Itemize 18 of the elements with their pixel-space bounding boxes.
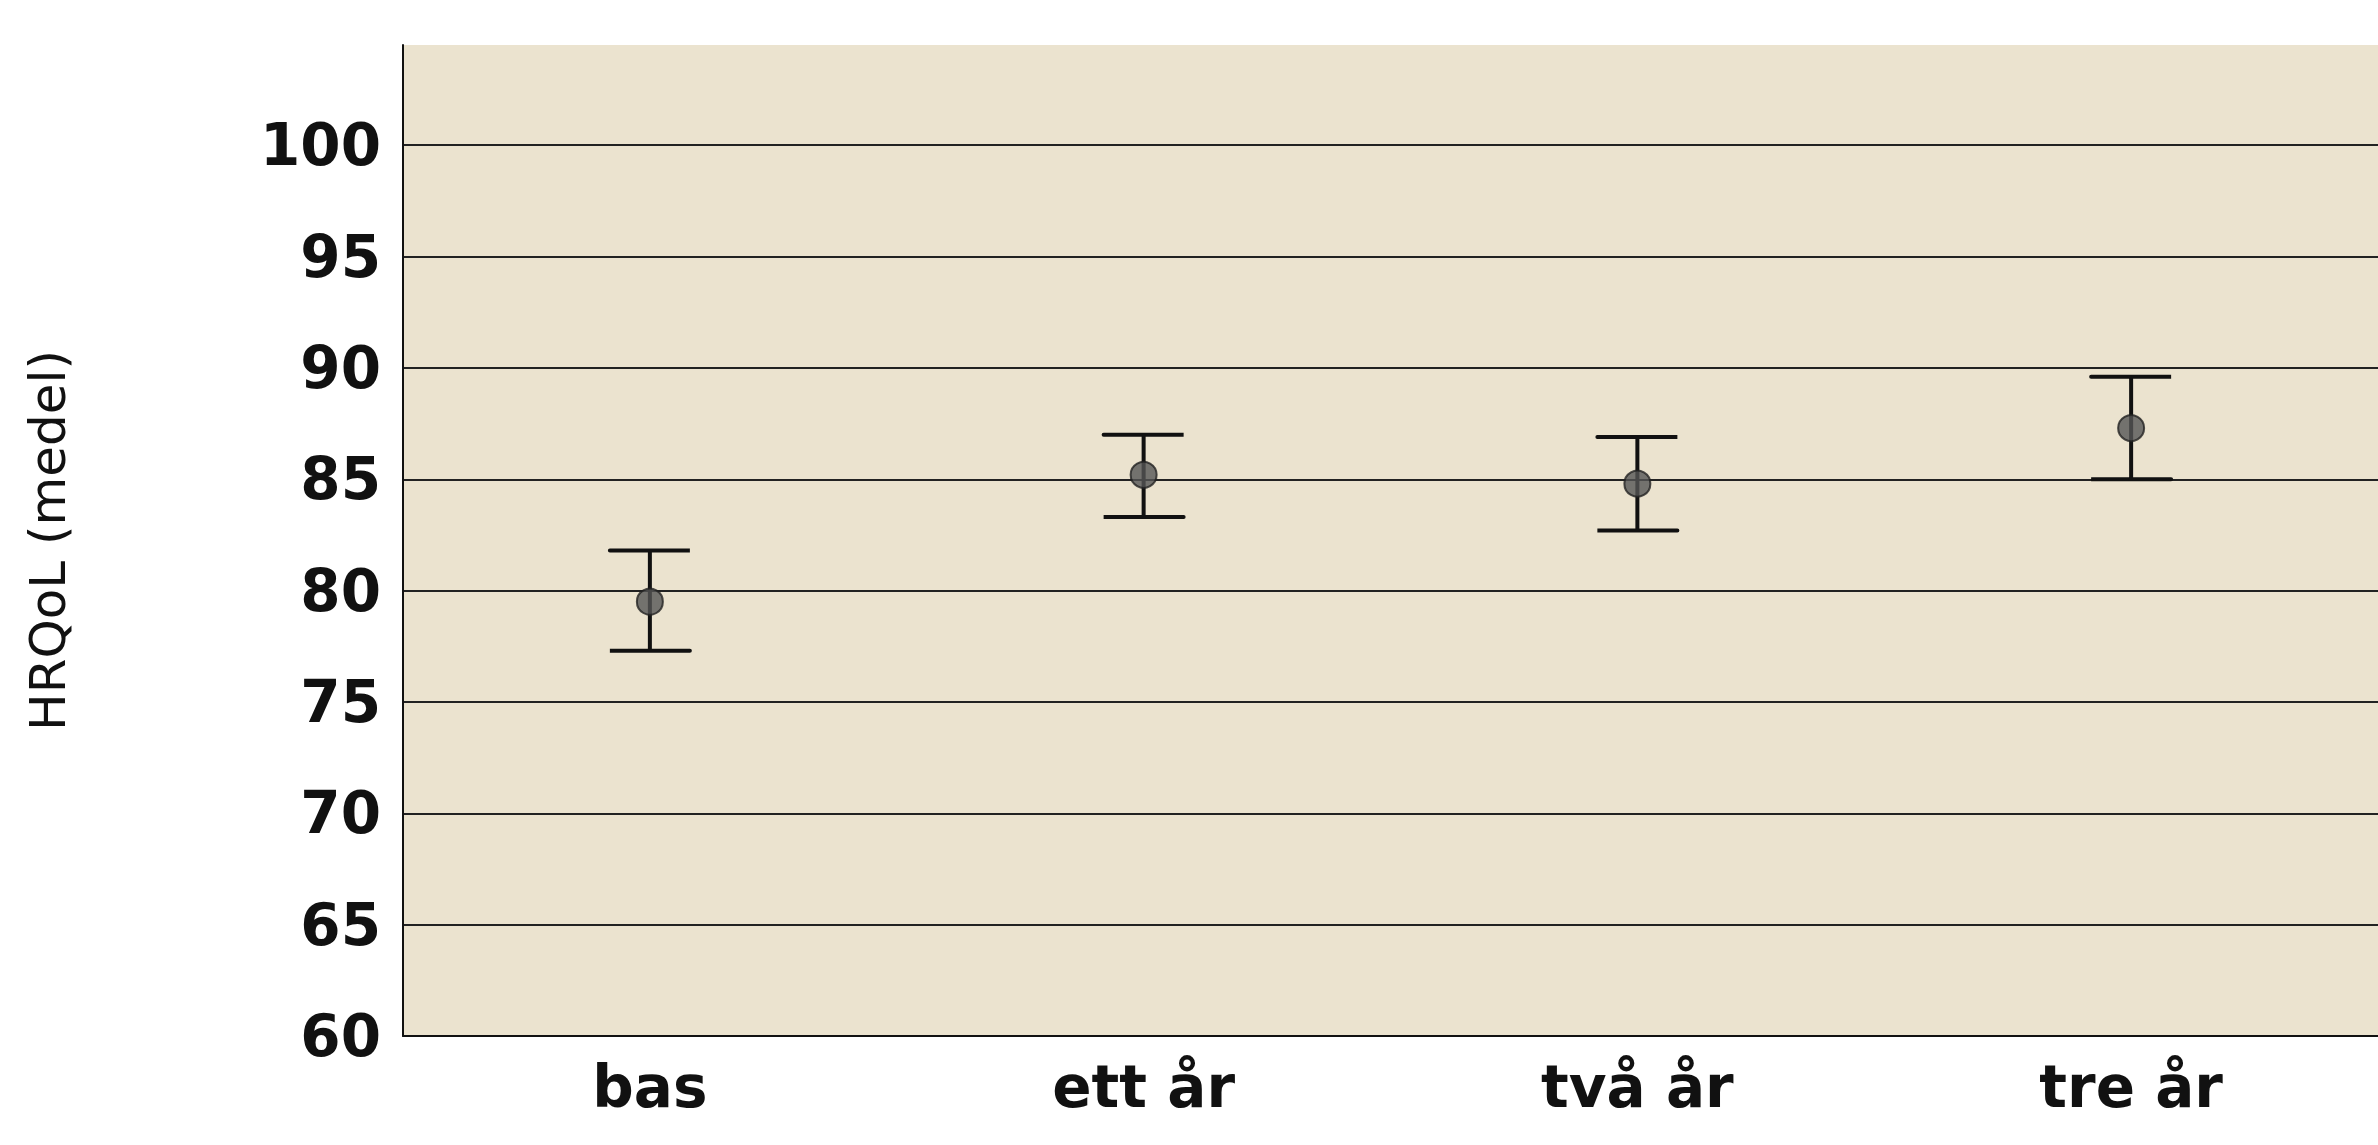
x-tick-label: ett år [1052, 1053, 1236, 1121]
y-tick-label: 100 [259, 111, 381, 180]
y-tick-label: 80 [300, 556, 381, 625]
y-tick-label: 70 [300, 779, 381, 848]
y-tick-label: 60 [300, 1002, 381, 1070]
x-tick-label: bas [592, 1053, 708, 1121]
x-tick-label: tre år [2039, 1053, 2224, 1121]
y-axis-title: HRQoL (medel) [19, 350, 77, 731]
y-tick-label: 90 [300, 333, 381, 402]
x-tick-label: två år [1541, 1053, 1735, 1121]
point [2117, 414, 2146, 443]
y-tick-label: 75 [300, 667, 381, 736]
point [1129, 460, 1158, 489]
y-tick-label: 65 [300, 890, 381, 959]
point [1623, 469, 1652, 498]
y-tick-label: 95 [300, 222, 381, 291]
point [635, 587, 664, 616]
y-tick-label: 85 [300, 445, 381, 514]
